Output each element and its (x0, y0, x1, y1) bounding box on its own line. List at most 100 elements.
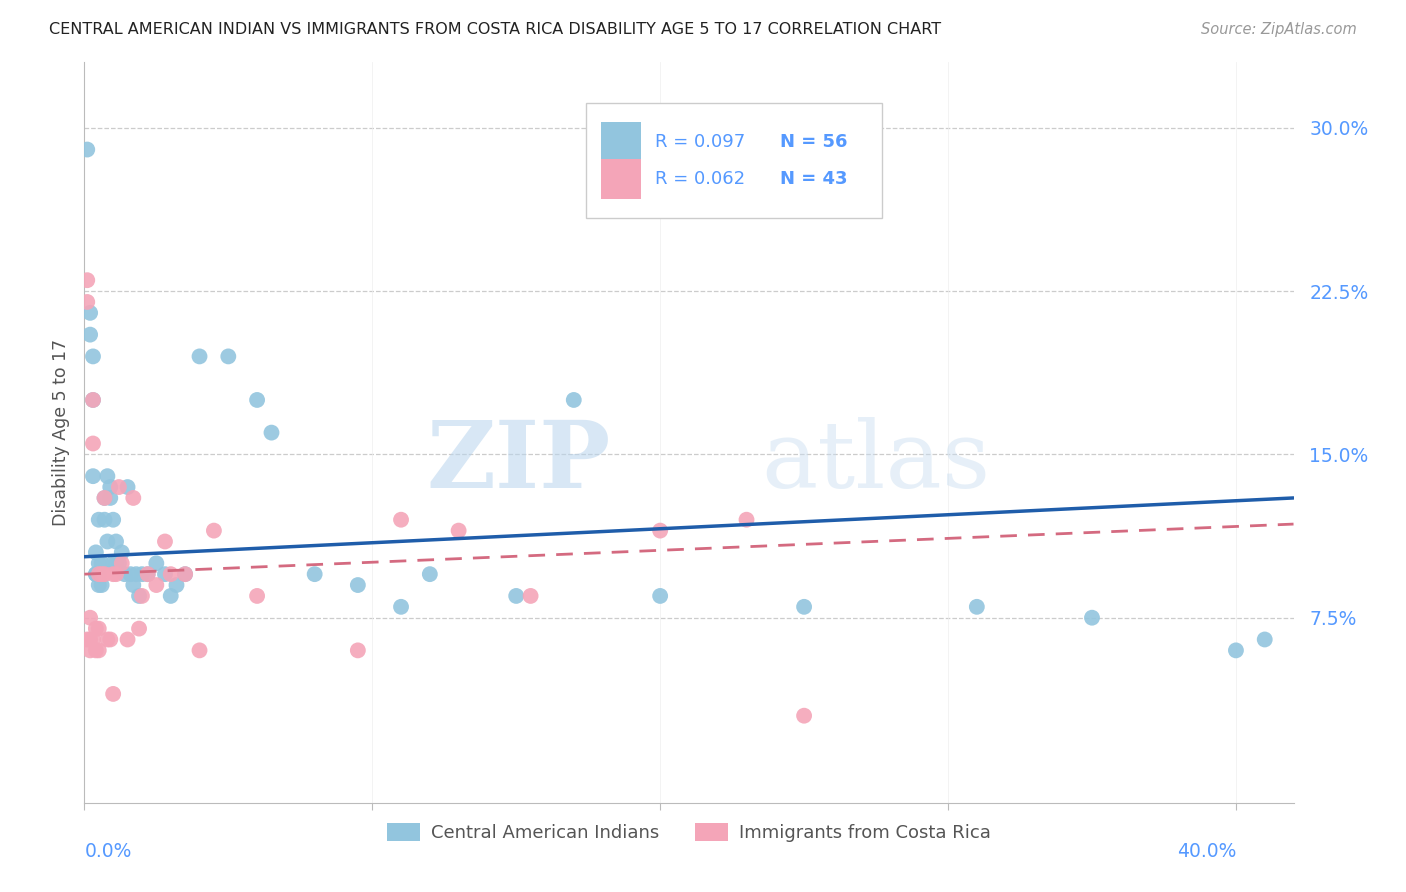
Point (202, 524, 225, 538)
Point (93, 513, 115, 527)
Point (519, 589, 541, 603)
Point (125, 567, 148, 582)
Point (79, 306, 101, 320)
Bar (600, 159, 641, 200)
Point (128, 589, 150, 603)
Point (82, 632, 104, 647)
Point (153, 567, 176, 582)
Text: CENTRAL AMERICAN INDIAN VS IMMIGRANTS FROM COSTA RICA DISABILITY AGE 5 TO 17 COR: CENTRAL AMERICAN INDIAN VS IMMIGRANTS FR… (49, 22, 942, 37)
Point (347, 643, 370, 657)
Point (90, 556, 112, 570)
Point (101, 687, 124, 701)
Point (93, 491, 115, 505)
Point (79, 632, 101, 647)
Point (650, 589, 672, 603)
Point (87, 513, 110, 527)
Point (79, 611, 101, 625)
Point (101, 513, 124, 527)
Point (111, 545, 134, 559)
Point (82, 392, 104, 407)
Point (136, 567, 159, 582)
Point (260, 425, 283, 440)
Point (82, 350, 104, 364)
Point (84, 545, 107, 559)
Point (108, 556, 131, 570)
Point (174, 567, 197, 582)
Point (128, 622, 150, 636)
Legend: Central American Indians, Immigrants from Costa Rica: Central American Indians, Immigrants fro… (380, 815, 998, 849)
Text: ZIP: ZIP (426, 417, 610, 508)
Text: N = 43: N = 43 (780, 170, 848, 188)
Text: N = 56: N = 56 (780, 133, 848, 151)
Point (447, 524, 470, 538)
Point (122, 491, 145, 505)
Point (304, 567, 326, 582)
Point (120, 567, 142, 582)
Text: Source: ZipAtlas.com: Source: ZipAtlas.com (1201, 22, 1357, 37)
Point (562, 392, 585, 407)
Point (79, 327, 101, 342)
Point (96, 632, 118, 647)
Point (136, 567, 159, 582)
Point (93, 491, 115, 505)
Point (82, 392, 104, 407)
Point (87, 578, 110, 592)
Point (246, 589, 269, 603)
Point (101, 567, 124, 582)
Point (131, 567, 153, 582)
Point (793, 708, 815, 723)
Point (159, 567, 181, 582)
Point (76, 632, 98, 647)
Point (117, 480, 139, 494)
Point (159, 589, 181, 603)
Point (76, 273, 98, 287)
Point (347, 578, 370, 592)
Y-axis label: Disability Age 5 to 17: Disability Age 5 to 17 (52, 339, 70, 526)
Point (87, 567, 110, 582)
Point (84, 643, 107, 657)
Point (735, 513, 758, 527)
FancyBboxPatch shape (586, 103, 883, 218)
Point (188, 350, 211, 364)
Point (105, 567, 128, 582)
Point (105, 556, 128, 570)
Point (87, 643, 110, 657)
Point (82, 436, 104, 450)
Point (389, 513, 412, 527)
Point (98, 480, 121, 494)
Point (111, 556, 134, 570)
Point (87, 556, 110, 570)
Point (505, 589, 527, 603)
Point (87, 567, 110, 582)
Point (188, 643, 211, 657)
Point (117, 632, 139, 647)
Point (153, 534, 176, 549)
Bar (600, 121, 641, 162)
Point (90, 567, 112, 582)
Point (84, 567, 107, 582)
Point (419, 567, 441, 582)
Point (76, 295, 98, 310)
Point (108, 480, 131, 494)
Point (131, 589, 153, 603)
Point (101, 556, 124, 570)
Point (93, 567, 115, 582)
Text: atlas: atlas (762, 417, 991, 508)
Point (217, 350, 239, 364)
Point (96, 534, 118, 549)
Point (122, 578, 145, 592)
Point (79, 643, 101, 657)
Point (82, 469, 104, 483)
Point (76, 143, 98, 157)
Point (96, 469, 118, 483)
Point (246, 392, 269, 407)
Point (389, 599, 412, 614)
Text: 40.0%: 40.0% (1177, 842, 1236, 861)
Point (105, 534, 128, 549)
Point (90, 578, 112, 592)
Point (84, 567, 107, 582)
Text: R = 0.062: R = 0.062 (655, 170, 745, 188)
Point (87, 622, 110, 636)
Point (650, 524, 672, 538)
Point (84, 622, 107, 636)
